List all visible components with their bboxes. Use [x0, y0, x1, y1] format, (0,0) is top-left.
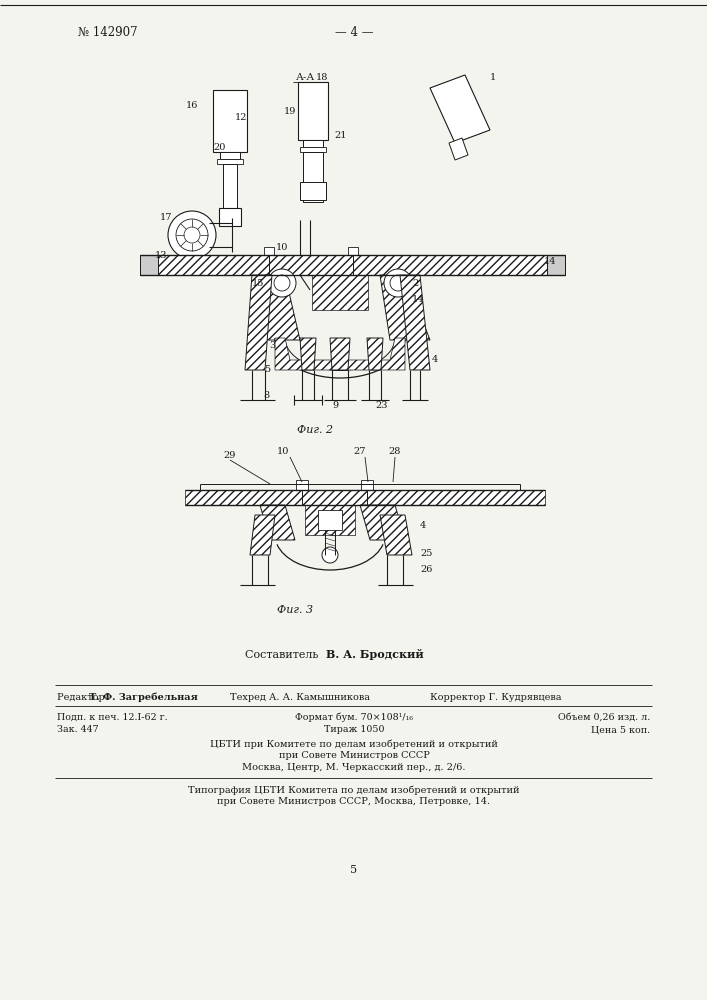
Circle shape [390, 275, 406, 291]
Text: 13: 13 [155, 250, 167, 259]
Bar [305, 505, 355, 535]
Text: 29: 29 [224, 450, 236, 460]
Bar [213, 90, 247, 152]
Bar [312, 275, 368, 310]
Text: 18: 18 [316, 74, 328, 83]
Circle shape [268, 269, 296, 297]
Polygon shape [245, 275, 272, 370]
Text: 5: 5 [264, 365, 270, 374]
Text: 21: 21 [334, 130, 346, 139]
Text: 2: 2 [412, 278, 419, 288]
Text: 26: 26 [420, 566, 433, 574]
Circle shape [384, 269, 412, 297]
Text: 23: 23 [375, 400, 388, 410]
Bar [298, 82, 328, 140]
Text: 12: 12 [235, 113, 247, 122]
Text: Москва, Центр, М. Черкасский пер., д. 2/6.: Москва, Центр, М. Черкасский пер., д. 2/… [243, 764, 466, 772]
Bar [318, 510, 342, 530]
Circle shape [176, 219, 208, 251]
Text: А-А: А-А [296, 74, 315, 83]
Text: ЦБТИ при Комитете по делам изобретений и открытий: ЦБТИ при Комитете по делам изобретений и… [210, 739, 498, 749]
Polygon shape [300, 338, 316, 370]
Text: 1: 1 [490, 74, 496, 83]
Text: Цена 5 коп.: Цена 5 коп. [591, 726, 650, 734]
Text: 4: 4 [432, 356, 438, 364]
Polygon shape [260, 505, 295, 540]
Text: Редактор: Редактор [57, 692, 108, 702]
Text: Составитель: Составитель [245, 650, 325, 660]
Bar [348, 247, 358, 255]
Text: — 4 —: — 4 — [334, 25, 373, 38]
Text: Корректор Г. Кудрявцева: Корректор Г. Кудрявцева [430, 692, 561, 702]
Text: № 142907: № 142907 [78, 25, 138, 38]
Text: Подп. к печ. 12.I-62 г.: Подп. к печ. 12.I-62 г. [57, 712, 168, 722]
Polygon shape [260, 275, 300, 340]
Text: В. А. Бродский: В. А. Бродский [326, 650, 423, 660]
Text: 8: 8 [264, 390, 270, 399]
Text: Фиг. 2: Фиг. 2 [297, 425, 333, 435]
Text: Т. Ф. Загребельная: Т. Ф. Загребельная [89, 692, 198, 702]
Polygon shape [330, 338, 350, 370]
Bar [303, 152, 323, 202]
Bar [296, 480, 308, 490]
Polygon shape [430, 75, 490, 143]
Text: 15: 15 [252, 278, 264, 288]
Polygon shape [360, 505, 405, 540]
Text: Типография ЦБТИ Комитета по делам изобретений и открытий: Типография ЦБТИ Комитета по делам изобре… [188, 785, 520, 795]
Bar [300, 147, 326, 152]
Bar [217, 159, 243, 164]
Text: Техред А. А. Камышникова: Техред А. А. Камышникова [230, 692, 370, 702]
Bar [300, 182, 326, 200]
Polygon shape [275, 338, 405, 370]
Text: Объем 0,26 изд. л.: Объем 0,26 изд. л. [558, 712, 650, 722]
Text: 19: 19 [284, 107, 296, 116]
Text: 5: 5 [351, 865, 358, 875]
Bar [140, 255, 565, 275]
Text: 9: 9 [332, 400, 338, 410]
Text: 25: 25 [420, 548, 433, 558]
Text: 27: 27 [354, 448, 366, 456]
Text: Тираж 1050: Тираж 1050 [324, 726, 384, 734]
Text: при Совете Министров СССР: при Совете Министров СССР [279, 752, 429, 760]
Text: 10: 10 [276, 243, 288, 252]
Text: Зак. 447: Зак. 447 [57, 726, 98, 734]
Bar [264, 247, 274, 255]
Bar [220, 152, 240, 159]
Text: 10: 10 [277, 448, 289, 456]
Text: Фиг. 3: Фиг. 3 [277, 605, 313, 615]
Text: 28: 28 [389, 448, 401, 456]
Text: 16: 16 [186, 101, 198, 109]
Circle shape [184, 227, 200, 243]
Circle shape [168, 211, 216, 259]
Polygon shape [367, 338, 383, 370]
Bar [223, 164, 237, 224]
Text: 20: 20 [214, 143, 226, 152]
Polygon shape [250, 515, 275, 555]
Polygon shape [449, 138, 468, 160]
Bar [547, 255, 565, 275]
Text: 17: 17 [160, 214, 172, 223]
Text: 3: 3 [269, 340, 275, 350]
Text: Формат бум. 70×108¹/₁₆: Формат бум. 70×108¹/₁₆ [295, 712, 413, 722]
Polygon shape [380, 275, 430, 340]
Bar [303, 140, 323, 147]
Circle shape [274, 275, 290, 291]
Bar [185, 490, 545, 505]
Text: 14: 14 [412, 296, 424, 304]
Text: при Совете Министров СССР, Москва, Петровке, 14.: при Совете Министров СССР, Москва, Петро… [218, 798, 491, 806]
Bar [219, 208, 241, 226]
Text: 14: 14 [544, 257, 556, 266]
Polygon shape [400, 275, 430, 370]
Text: 4: 4 [420, 520, 426, 530]
Circle shape [322, 547, 338, 563]
Polygon shape [380, 515, 412, 555]
Bar [361, 480, 373, 490]
Bar [140, 255, 158, 275]
